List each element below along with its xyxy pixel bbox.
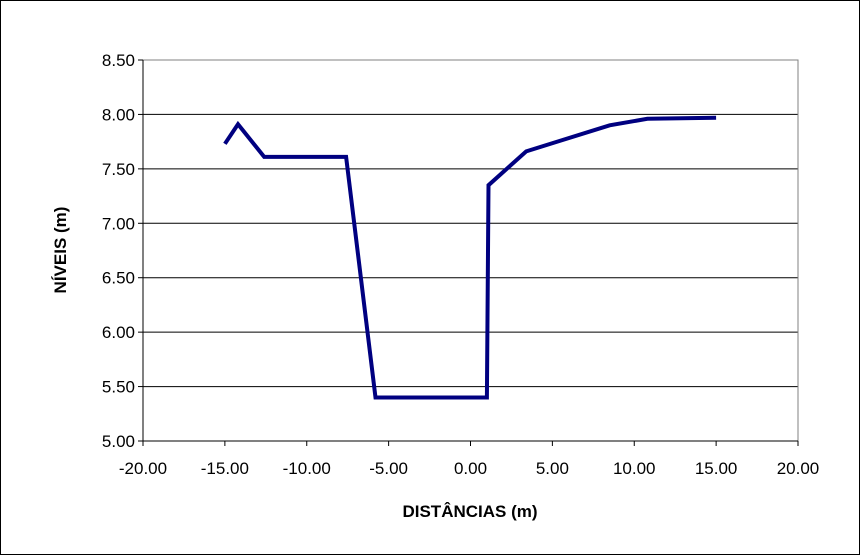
y-tick-label: 7.50 [102, 160, 135, 179]
y-tick-label: 7.00 [102, 214, 135, 233]
x-tick-label: 5.00 [536, 459, 569, 478]
x-tick-label: -5.00 [369, 459, 408, 478]
x-tick-label: 20.00 [777, 459, 820, 478]
y-tick-label: 5.00 [102, 432, 135, 451]
y-tick-label: 6.00 [102, 323, 135, 342]
x-tick-label: -15.00 [201, 459, 249, 478]
x-tick-label: 10.00 [613, 459, 656, 478]
y-tick-label: 8.50 [102, 51, 135, 70]
x-axis-title: DISTÂNCIAS (m) [402, 502, 537, 521]
x-tick-label: -10.00 [283, 459, 331, 478]
gridlines [143, 113, 798, 388]
y-tick-label: 8.00 [102, 105, 135, 124]
x-tick-label: 0.00 [454, 459, 487, 478]
axis-ticks [138, 59, 799, 446]
x-tick-label: -20.00 [119, 459, 167, 478]
y-axis-title: NÍVEIS (m) [51, 207, 70, 294]
series-layer [223, 115, 717, 400]
y-tick-label: 5.50 [102, 378, 135, 397]
series-line-0 [223, 115, 717, 400]
tick-labels: 5.00 5.50 6.00 6.50 7.00 7.50 8.00 8.50 -20.00 -1… [102, 51, 819, 478]
x-tick-label: 15.00 [695, 459, 738, 478]
y-tick-label: 6.50 [102, 269, 135, 288]
